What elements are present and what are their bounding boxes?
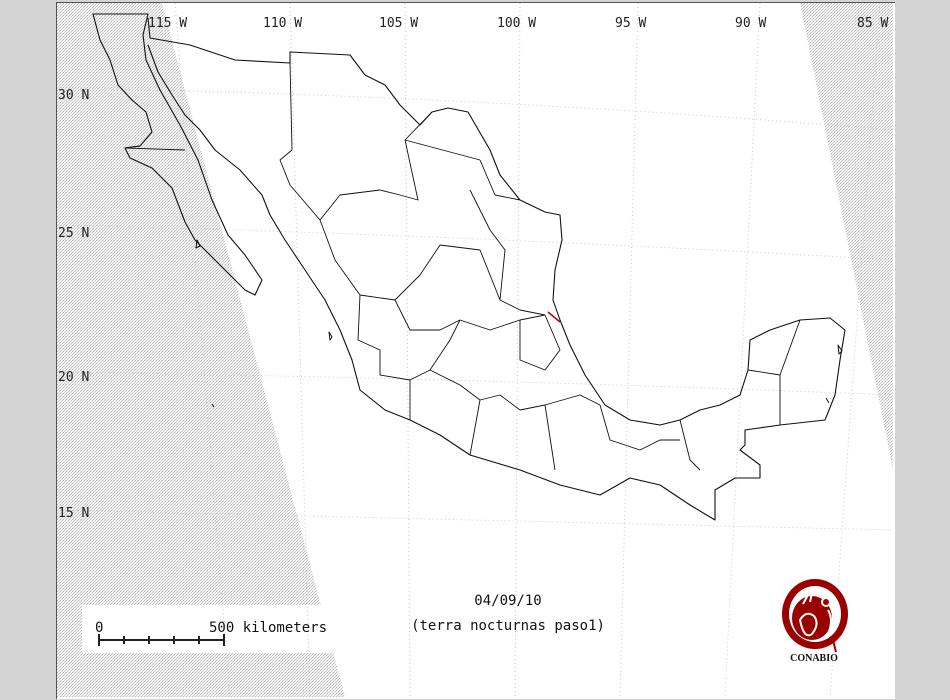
lat-label: 30 N <box>58 88 89 103</box>
conabio-logo: CONABIO <box>782 579 848 664</box>
no-data-right <box>800 3 893 470</box>
no-data-left <box>57 3 345 697</box>
scale-end-label: 500 kilometers <box>209 620 327 636</box>
lon-label: 100 W <box>497 16 536 31</box>
mainland-outline <box>147 17 846 521</box>
scale-bar: 0 500 kilometers <box>95 620 327 646</box>
highlight-segment <box>547 311 561 323</box>
scale-start-label: 0 <box>95 620 103 636</box>
scale-bar-background <box>82 605 332 653</box>
lat-label: 20 N <box>58 370 89 385</box>
baja-california-outline <box>92 13 263 296</box>
lat-label: 15 N <box>58 506 89 521</box>
lon-label: 105 W <box>379 16 418 31</box>
lon-label: 110 W <box>263 16 302 31</box>
lon-label: 85 W <box>857 16 888 31</box>
graticule <box>56 2 894 698</box>
islands <box>195 239 843 408</box>
state-borders <box>124 62 801 471</box>
mexico-map <box>92 13 846 521</box>
lat-label: 25 N <box>58 226 89 241</box>
baja-state-border <box>124 145 141 149</box>
latitude-labels: 30 N 25 N 20 N 15 N <box>58 88 89 521</box>
longitude-labels: 115 W 110 W 105 W 100 W 95 W 90 W 85 W <box>148 16 888 31</box>
logo-text: CONABIO <box>790 653 838 664</box>
lon-label: 90 W <box>735 16 766 31</box>
lon-label: 95 W <box>615 16 646 31</box>
lon-label: 115 W <box>148 16 187 31</box>
date-label: 04/09/10 <box>474 593 541 609</box>
subtitle-label: (terra nocturnas paso1) <box>411 618 605 634</box>
